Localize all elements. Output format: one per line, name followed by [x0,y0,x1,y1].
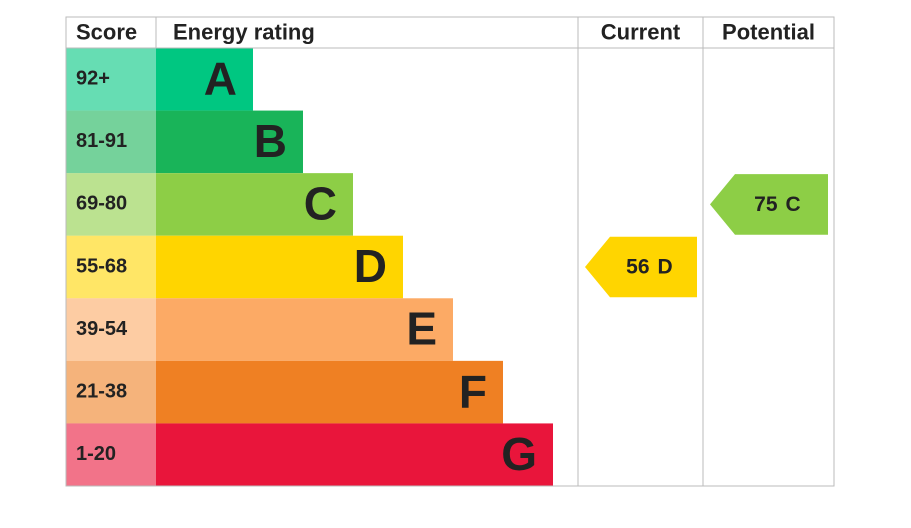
score-label: 1-20 [76,443,116,465]
rating-bar [156,110,303,174]
table-border [65,16,835,487]
current-value: 56 [626,256,649,279]
rating-letter: G [501,428,537,480]
potential-rating: C [786,193,801,216]
score-cell [66,173,156,236]
rating-bar [156,173,353,236]
score-label: 81-91 [76,130,127,152]
rating-letter: D [354,240,387,292]
rating-bar [156,298,453,361]
header: Energy rating [173,19,315,44]
header: Current [601,19,681,44]
potential-value: 75 [754,193,778,216]
rating-letter: E [406,303,437,355]
rating-letter: B [254,115,287,167]
score-label: 55-68 [76,255,127,277]
rating-letter: F [459,365,487,417]
score-cell [66,235,156,299]
header: Potential [722,19,815,44]
rating-letter: A [204,52,237,104]
score-cell [66,360,156,424]
header: Score [76,19,137,44]
score-label: 92+ [76,68,110,90]
rating-letter: C [304,178,337,230]
rating-bar [156,423,553,486]
score-cell [66,48,156,111]
rating-bar [156,48,253,111]
score-label: 21-38 [76,380,127,402]
score-label: 69-80 [76,193,127,215]
potential-arrow [710,174,828,235]
current-rating: D [658,256,673,279]
rating-bar [156,360,503,424]
current-arrow [585,236,697,298]
score-cell [66,110,156,174]
rating-bar [156,235,403,299]
score-label: 39-54 [76,318,128,340]
score-cell [66,298,156,361]
score-cell [66,423,156,486]
